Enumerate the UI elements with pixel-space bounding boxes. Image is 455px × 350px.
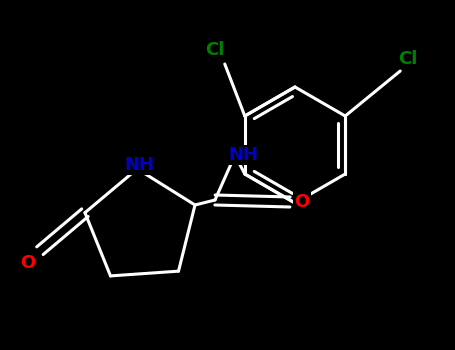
Text: NH: NH	[124, 156, 154, 174]
Text: NH: NH	[228, 146, 258, 164]
Text: Cl: Cl	[399, 50, 418, 68]
Text: Cl: Cl	[205, 41, 224, 59]
Text: O: O	[20, 254, 35, 272]
Text: O: O	[294, 193, 309, 211]
